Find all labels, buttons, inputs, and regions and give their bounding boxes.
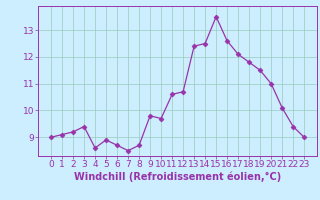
X-axis label: Windchill (Refroidissement éolien,°C): Windchill (Refroidissement éolien,°C) <box>74 172 281 182</box>
